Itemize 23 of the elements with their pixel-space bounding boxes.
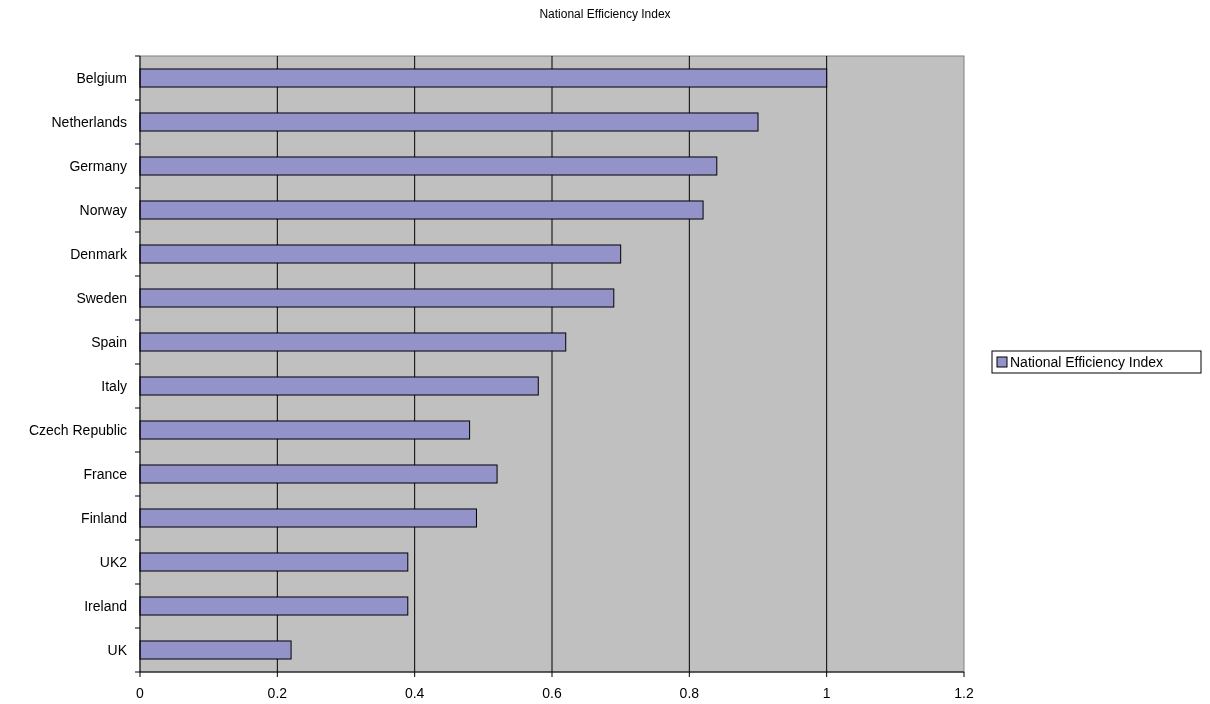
legend-label: National Efficiency Index [1010,353,1164,370]
y-tick-label: Italy [101,377,127,394]
x-tick-label: 0.6 [542,685,562,701]
y-tick-label: Norway [79,201,127,218]
x-tick-label: 1.2 [954,685,974,701]
x-tick-label: 0.2 [267,685,288,701]
y-tick-label: UK2 [99,553,128,570]
y-tick-label: UK [107,641,128,658]
y-tick-label: Netherlands [51,113,127,130]
chart-title: National Efficiency Index [539,7,671,21]
x-tick-label: 0.8 [679,685,700,701]
y-tick-label: Belgium [76,69,127,86]
x-tick-label: 0.4 [404,685,425,701]
y-tick-label: Finland [81,509,127,526]
y-tick-label: Czech Republic [28,421,127,438]
y-tick-label: Denmark [70,245,128,262]
y-tick-label: Spain [91,333,127,350]
x-tick-label: 1 [822,685,831,701]
y-tick-label: France [83,465,128,482]
y-tick-label: Sweden [76,289,127,306]
y-tick-label: Germany [69,157,127,174]
y-tick-label: Ireland [84,597,127,614]
x-tick-label: 0 [136,685,145,701]
